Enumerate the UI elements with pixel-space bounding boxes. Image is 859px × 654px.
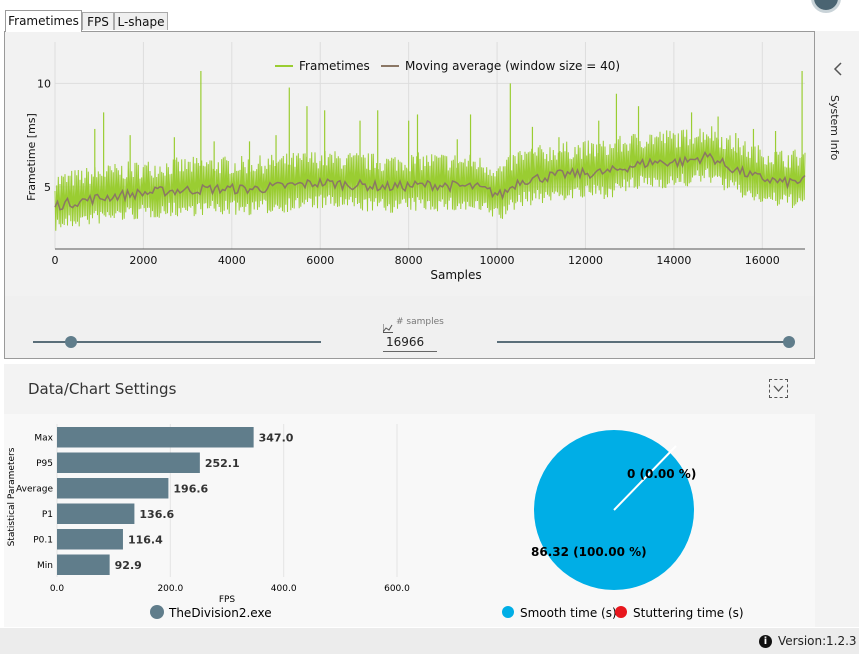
samples-input[interactable]: 16966 (383, 332, 437, 352)
stats-category-label: P1 (42, 510, 53, 520)
stats-bar-p1 (57, 503, 135, 524)
statistics-area: 0.0 200.0 400.0 600.0 Max 347.0 P95 252.1 Avera… (4, 414, 815, 627)
y-axis-title: Frametime [ms] (25, 113, 38, 201)
stats-x-tick-label: 400.0 (271, 584, 297, 594)
stats-y-axis-title: Statistical Parameters (7, 447, 17, 546)
x-axis-title: Samples (430, 268, 481, 282)
profile-button[interactable] (811, 0, 841, 13)
stats-value-label: 196.6 (173, 482, 208, 495)
version-value: 1.2.3 (826, 634, 857, 648)
y-tick-label: 5 (44, 181, 51, 194)
stats-category-label: P95 (36, 459, 53, 469)
x-tick-label: 14000 (656, 254, 691, 267)
stats-value-label: 116.4 (128, 533, 163, 546)
settings-title: Data/Chart Settings (28, 380, 177, 398)
x-tick-label: 2000 (129, 254, 157, 267)
stutter-pie-chart: 0 (0.00 %) 86.32 (100.00 %) Smooth time … (502, 430, 744, 620)
stats-x-axis-title: FPS (219, 595, 236, 605)
stats-category-label: Max (34, 433, 53, 443)
tab-frametimes[interactable]: Frametimes (5, 10, 82, 32)
system-info-label: System Info (828, 95, 841, 161)
frametime-chart: 0 2000 4000 6000 8000 10000 12000 14000 16000 5 10… (5, 32, 814, 296)
settings-header[interactable]: Data/Chart Settings (4, 364, 815, 414)
expand-toggle-button[interactable] (769, 379, 788, 398)
frametime-chart-svg: 0 2000 4000 6000 8000 10000 12000 14000 16000 5 10… (25, 42, 806, 282)
frametime-panel: 0 2000 4000 6000 8000 10000 12000 14000 16000 5 10… (4, 31, 815, 359)
pie-label-smooth: 86.32 (100.00 %) (531, 545, 647, 559)
chevron-left-icon[interactable] (833, 61, 843, 80)
pie-legend-stuttering-label: Stuttering time (s) (633, 606, 744, 620)
stats-category-label: Average (16, 484, 53, 494)
left-slider-thumb[interactable] (64, 336, 77, 348)
stats-category-label: Min (37, 561, 53, 571)
x-tick-label: 16000 (745, 254, 780, 267)
info-icon[interactable]: i (759, 635, 772, 648)
right-range-slider[interactable] (497, 341, 789, 343)
chevron-down-icon (773, 385, 784, 392)
x-tick-label: 10000 (480, 254, 515, 267)
x-tick-label: 4000 (218, 254, 246, 267)
stats-bar-chart: 0.0 200.0 400.0 600.0 Max 347.0 P95 252.1 Avera… (7, 424, 410, 620)
x-tick-label: 0 (52, 254, 59, 267)
stats-x-tick-label: 600.0 (384, 584, 410, 594)
version-label: Version: (778, 634, 827, 648)
stats-value-label: 347.0 (259, 431, 294, 444)
x-tick-label: 12000 (568, 254, 603, 267)
stats-value-label: 136.6 (139, 508, 174, 521)
tab-fps[interactable]: FPS (82, 12, 114, 30)
stats-x-tick-label: 200.0 (157, 584, 183, 594)
samples-icon (382, 318, 393, 333)
left-range-slider[interactable] (33, 341, 321, 343)
right-slider-thumb[interactable] (783, 336, 795, 348)
stats-legend-label: TheDivision2.exe (168, 606, 272, 620)
x-tick-label: 6000 (306, 254, 334, 267)
tab-l-shape[interactable]: L-shape (114, 12, 168, 30)
stats-bar-min (57, 554, 110, 575)
stats-value-label: 252.1 (205, 457, 240, 470)
stats-bar-average (57, 478, 169, 499)
moving-average-series-line (54, 151, 806, 211)
stats-bar-max (57, 427, 254, 448)
pie-label-stuttering: 0 (0.00 %) (627, 467, 696, 481)
system-info-sidebar[interactable]: System Info (815, 31, 859, 627)
stats-legend-swatch (150, 605, 164, 619)
pie-legend-smooth-label: Smooth time (s) (520, 606, 617, 620)
stats-category-label: P0.1 (33, 535, 53, 545)
x-tick-label: 8000 (395, 254, 423, 267)
pie-legend-stuttering-swatch (615, 606, 627, 618)
pie-slice-stuttering (613, 445, 677, 511)
stats-value-label: 92.9 (115, 559, 142, 572)
footer: i Version: 1.2.3 (0, 628, 859, 654)
frametimes-series-line (54, 126, 806, 231)
y-tick-label: 10 (37, 77, 51, 90)
stats-bar-p01 (57, 529, 123, 550)
stats-bar-p95 (57, 452, 200, 473)
pie-legend-smooth-swatch (502, 606, 514, 618)
stats-x-tick-label: 0.0 (50, 584, 65, 594)
legend-moving-average-label: Moving average (window size = 40) (405, 59, 620, 73)
legend-frametimes-label: Frametimes (299, 59, 370, 73)
samples-label: # samples (396, 317, 444, 327)
